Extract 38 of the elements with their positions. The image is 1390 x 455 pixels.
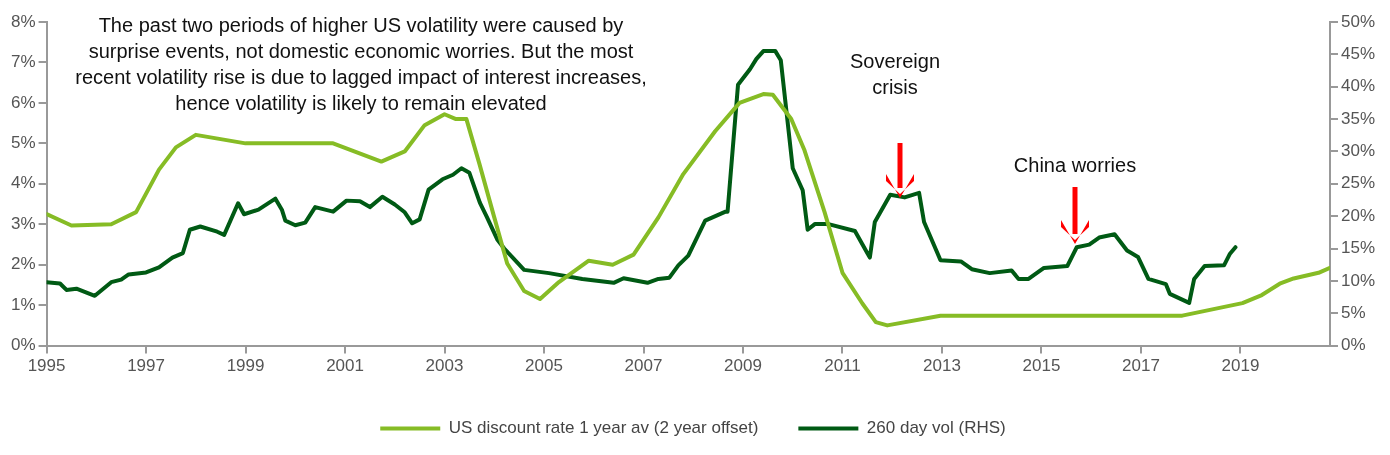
y-tick-label: 0% — [10, 335, 36, 355]
legend-label: US discount rate 1 year av (2 year offset) — [448, 418, 759, 438]
x-tick-label: 2007 — [624, 356, 663, 376]
y-tick-label: 3% — [10, 213, 36, 233]
y2-tick-label: 40% — [1340, 76, 1376, 96]
x-tick-label: 1999 — [226, 356, 265, 376]
x-tick-label: 2005 — [525, 356, 563, 376]
annotation: China worries — [1012, 153, 1138, 178]
x-tick-label: 1995 — [27, 356, 66, 376]
annotation: The past two periods of higher US volatility were caused by surprise events, not domestic economic worries. But the most recent volatility rise is due to lagged impact of interest increases, hence volatility is likely to remain elevated — [74, 13, 648, 116]
y-tick-label: 8% — [10, 11, 36, 31]
y2-tick-label: 20% — [1340, 205, 1376, 225]
x-tick-label: 2019 — [1221, 356, 1260, 376]
y2-tick-label: 45% — [1340, 44, 1376, 64]
y2-tick-label: 0% — [1340, 335, 1366, 355]
annotation: Sovereign crisis — [848, 49, 942, 100]
y2-tick-label: 10% — [1340, 270, 1376, 290]
y-tick-label: 5% — [10, 133, 36, 153]
y-tick-label: 2% — [10, 254, 36, 274]
x-tick-label: 2001 — [326, 356, 364, 376]
y-tick-label: 7% — [10, 52, 36, 72]
y-tick-label: 4% — [10, 173, 36, 193]
y-tick-label: 6% — [10, 92, 36, 112]
x-tick-label: 2013 — [923, 356, 961, 376]
y2-tick-label: 30% — [1340, 141, 1376, 161]
y-tick-label: 1% — [10, 294, 36, 314]
y2-tick-label: 15% — [1340, 238, 1376, 258]
x-tick-label: 2003 — [425, 356, 464, 376]
y2-tick-label: 35% — [1340, 108, 1376, 128]
x-tick-label: 2015 — [1022, 356, 1061, 376]
x-tick-label: 2009 — [724, 356, 762, 376]
x-tick-label: 2017 — [1122, 356, 1160, 376]
x-tick-label: 1997 — [127, 356, 165, 376]
y2-tick-label: 50% — [1340, 11, 1376, 31]
legend-label: 260 day vol (RHS) — [866, 418, 1006, 438]
x-tick-label: 2011 — [824, 356, 861, 376]
y2-tick-label: 25% — [1340, 173, 1376, 193]
y2-tick-label: 5% — [1340, 302, 1366, 322]
